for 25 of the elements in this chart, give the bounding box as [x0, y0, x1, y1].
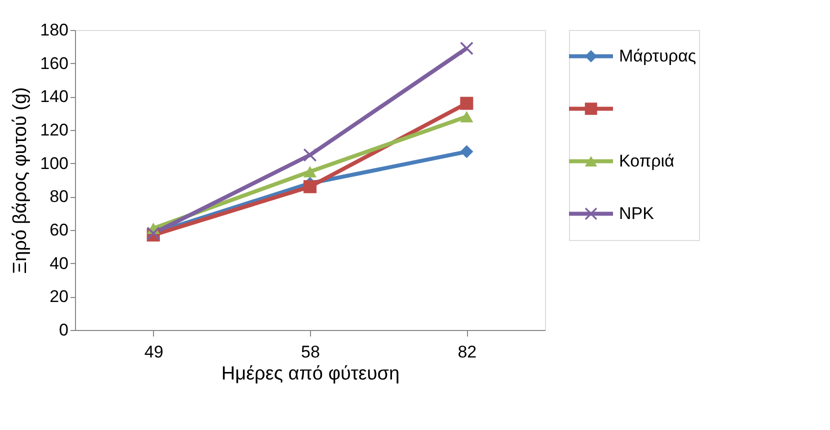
point: [460, 145, 474, 158]
y-axis-title: Ξηρό βάρος φυτού (g): [10, 87, 32, 274]
x-tick-label: 49: [144, 342, 164, 362]
y-tick-label: 0: [59, 320, 68, 340]
point: [303, 148, 317, 162]
y-tick-label: 100: [40, 154, 68, 173]
point: [460, 96, 474, 110]
point: [303, 180, 317, 194]
y-tick-label: 160: [40, 54, 68, 73]
x-tick-label: 82: [458, 342, 477, 362]
point: [460, 42, 474, 55]
y-tick-label: 40: [50, 254, 68, 273]
y-tick-label: 120: [40, 120, 68, 140]
y-tick-label: 60: [50, 220, 68, 240]
legend-label: Κοπριά: [619, 151, 675, 170]
point: [303, 166, 317, 178]
point: [460, 111, 474, 122]
x-axis-title: Ημέρες από φύτευση: [221, 364, 400, 384]
y-tick-label: 180: [40, 20, 68, 40]
y-tick-label: 140: [40, 87, 68, 106]
legend-label: NPK: [619, 204, 655, 223]
y-tick-label: 80: [50, 187, 68, 206]
legend-label: Μάρτυρας: [619, 46, 696, 66]
y-tick-label: 20: [50, 287, 68, 306]
x-tick-label: 58: [301, 342, 320, 362]
